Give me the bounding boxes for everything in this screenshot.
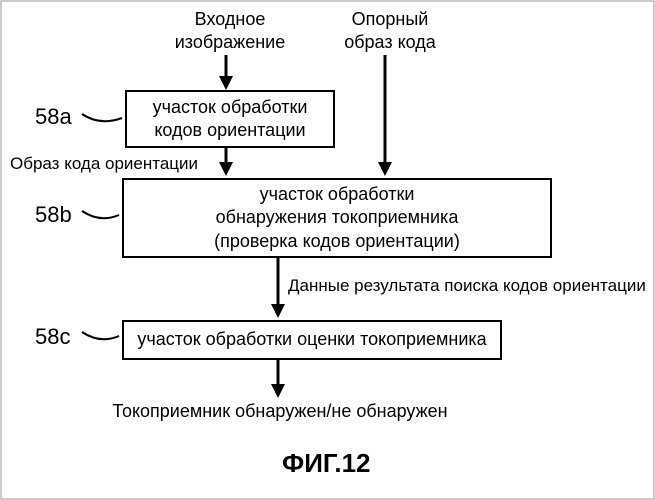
ref-c: 58c [35, 324, 70, 350]
box-b-text: участок обработкиобнаружения токоприемни… [214, 183, 460, 253]
box-b: участок обработкиобнаружения токоприемни… [122, 178, 552, 258]
figure-label: ФИГ.12 [282, 448, 371, 479]
box-a-text: участок обработкикодов ориентации [153, 96, 308, 143]
output-label: Токоприемник обнаружен/не обнаружен [100, 400, 460, 423]
arrow-input-right [378, 55, 392, 176]
box-c: участок обработки оценки токоприемника [122, 320, 502, 360]
arrow-b-to-c [271, 258, 285, 318]
input-right-label: Опорныйобраз кода [310, 8, 470, 53]
ref-b: 58b [35, 202, 72, 228]
ref-tick-b [82, 211, 119, 218]
input-left-label: Входноеизображение [150, 8, 310, 53]
orient-image-label: Образ кода ориентации [10, 154, 198, 174]
box-c-text: участок обработки оценки токоприемника [137, 328, 486, 351]
arrow-input-left [219, 55, 233, 90]
ref-tick-a [82, 114, 122, 121]
arrow-output [271, 360, 285, 398]
box-a: участок обработкикодов ориентации [125, 90, 335, 148]
ref-a: 58a [35, 104, 72, 130]
ref-tick-c [82, 332, 119, 339]
search-result-label: Данные результата поиска кодов ориентаци… [288, 276, 646, 296]
arrow-a-to-b [219, 148, 233, 176]
